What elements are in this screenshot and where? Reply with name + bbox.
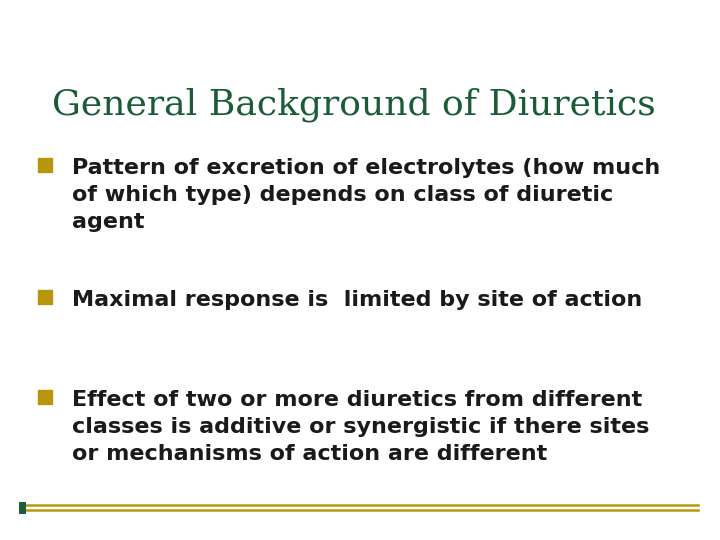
Text: General Background of Diuretics: General Background of Diuretics [52, 88, 656, 123]
Bar [38, 290, 52, 304]
Text: Effect of two or more diuretics from different
classes is additive or synergisti: Effect of two or more diuretics from dif… [72, 390, 649, 464]
Text: Pattern of excretion of electrolytes (how much
of which type) depends on class o: Pattern of excretion of electrolytes (ho… [72, 158, 660, 232]
Bar [38, 390, 52, 404]
Bar [38, 158, 52, 172]
Text: Maximal response is  limited by site of action: Maximal response is limited by site of a… [72, 290, 642, 310]
